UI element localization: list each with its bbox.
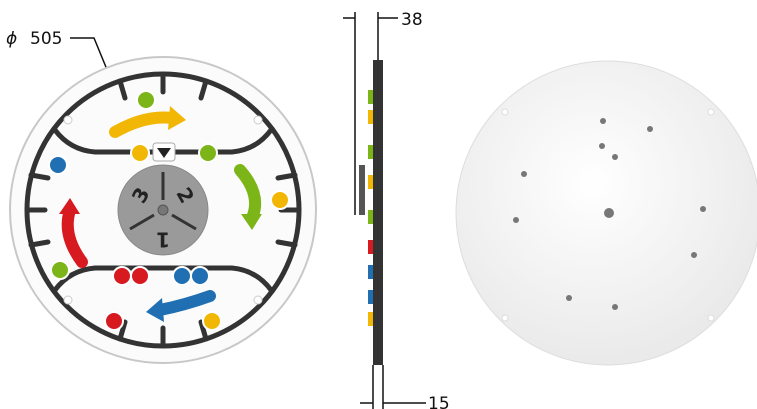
arrow-blue (154, 290, 216, 316)
arrow-yellow (109, 111, 178, 138)
arrow-red (61, 204, 88, 268)
dial-label: 1 (156, 228, 170, 252)
dial-dividers (129, 172, 197, 231)
depth-label: 38 (401, 10, 423, 30)
back-holes (501, 108, 715, 322)
arrow-head (168, 106, 186, 130)
side-pegs (368, 90, 373, 326)
arrow-head (59, 198, 80, 214)
pointer (157, 148, 171, 158)
diameter-value: 505 (30, 29, 62, 49)
diameter-symbol: ϕ (6, 29, 17, 49)
pegs (48, 90, 290, 331)
track-ticks (24, 71, 302, 349)
dial-edge (359, 165, 365, 215)
mount-holes (63, 115, 263, 305)
board-edge (373, 60, 383, 365)
arrow-head (146, 298, 164, 322)
thickness-label: 15 (428, 394, 450, 409)
dimension-lines (343, 12, 426, 409)
front-view: 3 2 1 (9, 56, 317, 364)
back-screws (513, 118, 706, 310)
dial-hub (157, 204, 169, 216)
side-view: 38 15 (343, 10, 450, 409)
back-view (455, 60, 757, 366)
arrow-head (241, 214, 262, 230)
diameter-leader (70, 37, 109, 73)
